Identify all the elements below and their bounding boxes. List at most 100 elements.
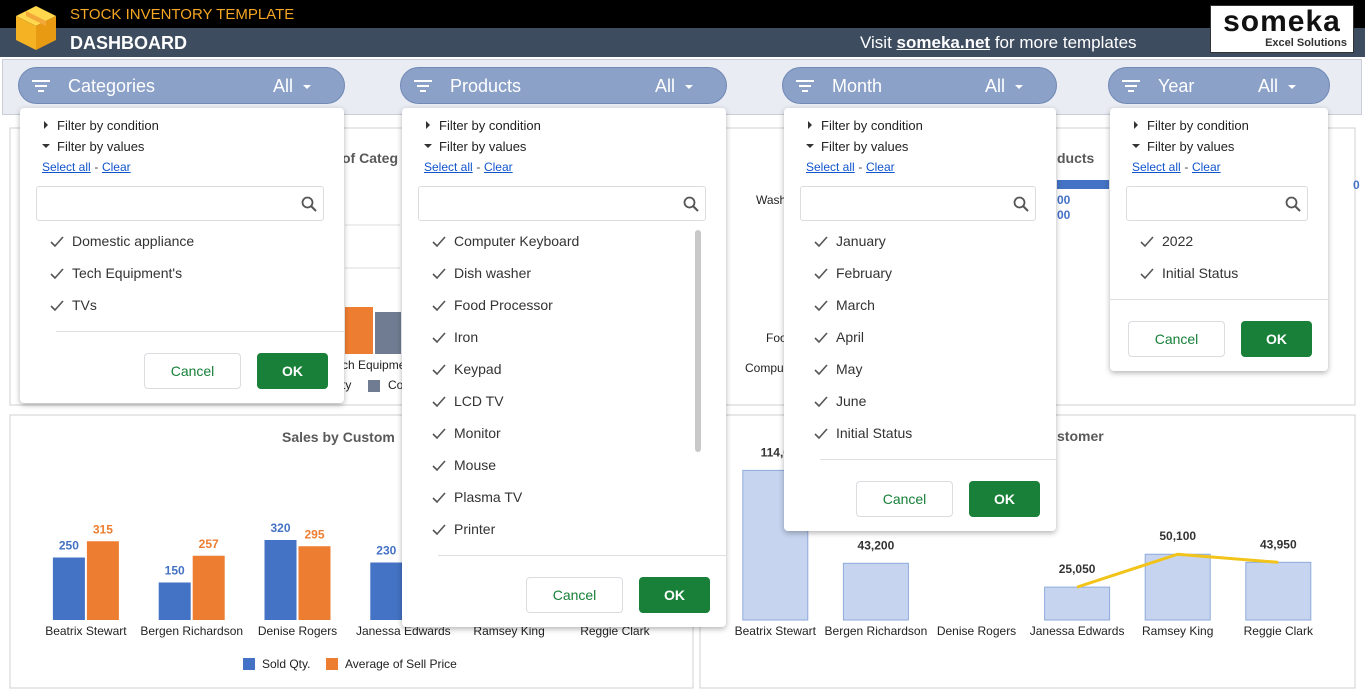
menu-item[interactable]: Tech Equipment's <box>72 265 183 281</box>
menu-item[interactable]: Printer <box>454 521 496 537</box>
menu-divider <box>438 555 726 556</box>
menu-item[interactable]: Mouse <box>454 457 497 473</box>
filter-chip[interactable]: Year All <box>1108 67 1330 104</box>
menu-item[interactable]: June <box>836 393 867 409</box>
data-label: 50,100 <box>1159 529 1196 543</box>
menu-option[interactable]: Filter by condition <box>821 118 923 133</box>
data-label: 150 <box>165 564 185 578</box>
x-tick-label: Beatrix Stewart <box>45 624 127 638</box>
menu-option[interactable]: Filter by values <box>57 139 145 154</box>
data-label: 315 <box>93 522 113 536</box>
menu-option[interactable]: Filter by condition <box>1147 118 1249 133</box>
menu-option[interactable]: Filter by values <box>1147 139 1235 154</box>
bar <box>1245 561 1312 621</box>
search-icon <box>683 196 699 212</box>
menu-item[interactable]: Keypad <box>454 361 502 377</box>
clear-link[interactable]: Clear <box>483 160 513 174</box>
cancel-button[interactable]: Cancel <box>526 577 623 613</box>
filter-value: All <box>985 76 1006 96</box>
brand-logo[interactable]: someka Excel Solutions <box>1210 5 1354 53</box>
cancel-button[interactable]: Cancel <box>856 481 953 517</box>
link-separator: - <box>94 160 99 174</box>
filter-chip[interactable]: Categories All <box>18 67 345 104</box>
checkmark <box>432 268 446 280</box>
checkmark <box>1140 236 1154 248</box>
filter-chip[interactable]: Month All <box>782 67 1057 104</box>
checkmark <box>814 364 828 376</box>
promo-link[interactable]: someka.net <box>896 33 991 52</box>
menu-item[interactable]: Computer Keyboard <box>454 233 580 249</box>
ok-button[interactable]: OK <box>969 481 1040 517</box>
bar <box>1144 553 1211 621</box>
x-tick-label: Ramsey King <box>473 624 544 638</box>
menu-item[interactable]: January <box>836 233 886 249</box>
ok-button[interactable]: OK <box>257 353 328 389</box>
filter-label: Products <box>450 76 522 96</box>
ok-button[interactable]: OK <box>639 577 710 613</box>
category-label: ch Equipme <box>342 358 406 372</box>
expand-arrow <box>806 144 814 148</box>
menu-option[interactable]: Filter by values <box>821 139 909 154</box>
search-box[interactable] <box>800 186 1036 221</box>
select-all-link[interactable]: Select all <box>806 160 855 174</box>
data-label: 257 <box>199 537 219 551</box>
bar <box>1057 180 1109 189</box>
menu-item[interactable]: Dish washer <box>454 265 532 281</box>
menu-option[interactable]: Filter by values <box>439 139 527 154</box>
menu-item[interactable]: May <box>836 361 863 377</box>
header-bar <box>0 0 1365 28</box>
checkmark <box>432 524 446 536</box>
cancel-button[interactable]: Cancel <box>1128 321 1225 357</box>
cancel-button[interactable]: Cancel <box>144 353 241 389</box>
menu-item[interactable]: April <box>836 329 865 345</box>
ok-button[interactable]: OK <box>1241 321 1312 357</box>
data-label: 114,0 <box>761 445 791 459</box>
clear-link[interactable]: Clear <box>101 160 131 174</box>
menu-item[interactable]: Iron <box>454 329 479 345</box>
checkmark <box>432 236 446 248</box>
checkmark <box>432 300 446 312</box>
menu-option[interactable]: Filter by condition <box>57 118 159 133</box>
chart-title: ducts <box>1057 150 1095 166</box>
select-all-link[interactable]: Select all <box>42 160 91 174</box>
legend-label: Sold Qty. <box>262 657 310 671</box>
menu-item[interactable]: Initial Status <box>1162 265 1239 281</box>
x-tick-label: Bergen Richardson <box>140 624 243 638</box>
checkmark <box>432 364 446 376</box>
data-label: 43,200 <box>858 538 895 552</box>
menu-item[interactable]: TVs <box>72 297 97 313</box>
data-label: 295 <box>304 527 324 541</box>
menu-links: Select all - Clear <box>424 159 513 174</box>
menu-divider <box>820 459 1056 460</box>
x-tick-label: Bergen Richardson <box>825 624 928 638</box>
menu-item[interactable]: LCD TV <box>454 393 504 409</box>
menu-item[interactable]: Food Processor <box>454 297 553 313</box>
select-all-link[interactable]: Select all <box>424 160 473 174</box>
menu-item[interactable]: Monitor <box>454 425 501 441</box>
filter-label: Month <box>832 76 883 96</box>
menu-item[interactable]: Domestic appliance <box>72 233 195 249</box>
menu-item[interactable]: March <box>836 297 875 313</box>
menu-option[interactable]: Filter by condition <box>439 118 541 133</box>
menu-item[interactable]: February <box>836 265 893 281</box>
filter-value: All <box>655 76 676 96</box>
menu-item[interactable]: Plasma TV <box>454 489 523 505</box>
filter-icon <box>414 80 432 92</box>
menu-item[interactable]: Initial Status <box>836 425 913 441</box>
chart-title: Sales by Custom <box>282 429 395 445</box>
checkmark <box>814 300 828 312</box>
search-box[interactable] <box>36 186 324 221</box>
logo-subtitle: Excel Solutions <box>1265 37 1347 49</box>
filter-menu: Filter by condition Filter by values Selec… <box>784 108 1056 531</box>
search-box[interactable] <box>1126 186 1308 221</box>
filter-chip[interactable]: Products All <box>400 67 727 104</box>
filter-menu: Filter by condition Filter by values Selec… <box>20 108 344 403</box>
expand-arrow <box>808 121 812 129</box>
template-title: STOCK INVENTORY TEMPLATE <box>70 6 295 23</box>
menu-item[interactable]: 2022 <box>1162 233 1194 249</box>
search-box[interactable] <box>418 186 706 221</box>
select-all-link[interactable]: Select all <box>1132 160 1181 174</box>
legend-swatch <box>368 380 380 392</box>
clear-link[interactable]: Clear <box>1191 160 1221 174</box>
clear-link[interactable]: Clear <box>865 160 895 174</box>
